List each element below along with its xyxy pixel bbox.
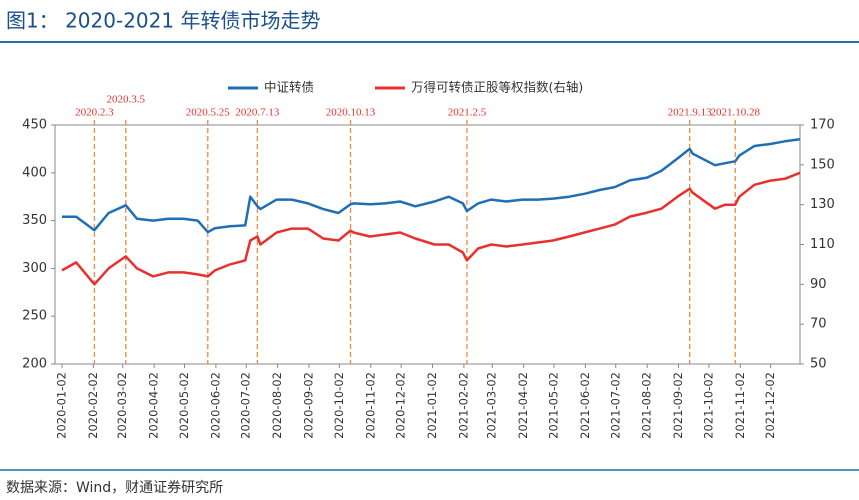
source: 数据来源：Wind，财通证券研究所 xyxy=(6,480,223,496)
legend-label: 万得可转债正股等权指数(右轴) xyxy=(411,80,583,95)
x-tick-label: 2021-04-02 xyxy=(516,372,530,439)
y-tick-label: 300 xyxy=(22,261,47,276)
y-tick-label: 400 xyxy=(22,165,47,180)
event-label: 2020.10.13 xyxy=(326,107,376,119)
y2-tick-label: 70 xyxy=(810,317,827,332)
plot-frame xyxy=(54,124,801,365)
event-label: 2021.9.13 xyxy=(668,107,713,119)
x-tick-label: 2020-03-02 xyxy=(115,372,129,439)
x-tick-label: 2021-01-02 xyxy=(425,372,439,439)
y-tick-label: 250 xyxy=(22,309,47,324)
x-tick-label: 2020-02-02 xyxy=(86,372,100,439)
x-tick-label: 2020-04-02 xyxy=(147,372,161,439)
y-tick-label: 350 xyxy=(22,213,47,228)
x-tick-label: 2020-09-02 xyxy=(302,372,316,439)
y2-tick-label: 50 xyxy=(810,357,827,372)
y-tick-label: 450 xyxy=(22,118,47,133)
x-tick-label: 2021-09-02 xyxy=(671,372,685,439)
series-line xyxy=(62,138,801,234)
x-tick-label: 2020-07-02 xyxy=(239,372,253,439)
x-tick-label: 2020-08-02 xyxy=(270,372,284,439)
legend-label: 中证转债 xyxy=(264,80,314,95)
x-tick-label: 2020-06-02 xyxy=(208,372,222,439)
y2-tick-label: 170 xyxy=(810,118,835,133)
x-tick-label: 2021-07-02 xyxy=(608,372,622,439)
x-tick-label: 2021-06-02 xyxy=(578,372,592,439)
x-tick-label: 2021-10-02 xyxy=(701,372,715,439)
y2-tick-label: 130 xyxy=(810,197,835,212)
y2-tick-label: 90 xyxy=(810,277,827,292)
series-line xyxy=(61,171,801,286)
event-label: 2021.10.28 xyxy=(710,107,760,119)
x-tick-label: 2021-03-02 xyxy=(485,372,499,439)
event-label: 2020.2.3 xyxy=(75,107,114,119)
x-tick-label: 2020-05-02 xyxy=(177,372,191,439)
y2-tick-label: 150 xyxy=(810,157,835,172)
x-tick-label: 2020-12-02 xyxy=(394,372,408,439)
x-tick-label: 2020-11-02 xyxy=(363,372,377,439)
x-tick-label: 2020-10-02 xyxy=(332,372,346,439)
event-label: 2020.7.13 xyxy=(235,107,280,119)
x-tick-label: 2020-01-02 xyxy=(55,372,69,439)
x-tick-label: 2021-11-02 xyxy=(733,372,747,439)
x-tick-label: 2021-05-02 xyxy=(547,372,561,439)
event-label: 2020.5.25 xyxy=(186,107,231,119)
chart-title: 图1： 2020-2021 年转债市场走势 xyxy=(6,9,320,33)
x-tick-label: 2021-08-02 xyxy=(640,372,654,439)
y-tick-label: 200 xyxy=(22,357,47,372)
x-tick-label: 2021-12-02 xyxy=(763,372,777,439)
event-label: 2021.2.5 xyxy=(448,107,487,119)
x-tick-label: 2021-02-02 xyxy=(456,372,470,439)
y2-tick-label: 110 xyxy=(810,237,835,252)
event-label: 2020.3.5 xyxy=(107,94,146,106)
